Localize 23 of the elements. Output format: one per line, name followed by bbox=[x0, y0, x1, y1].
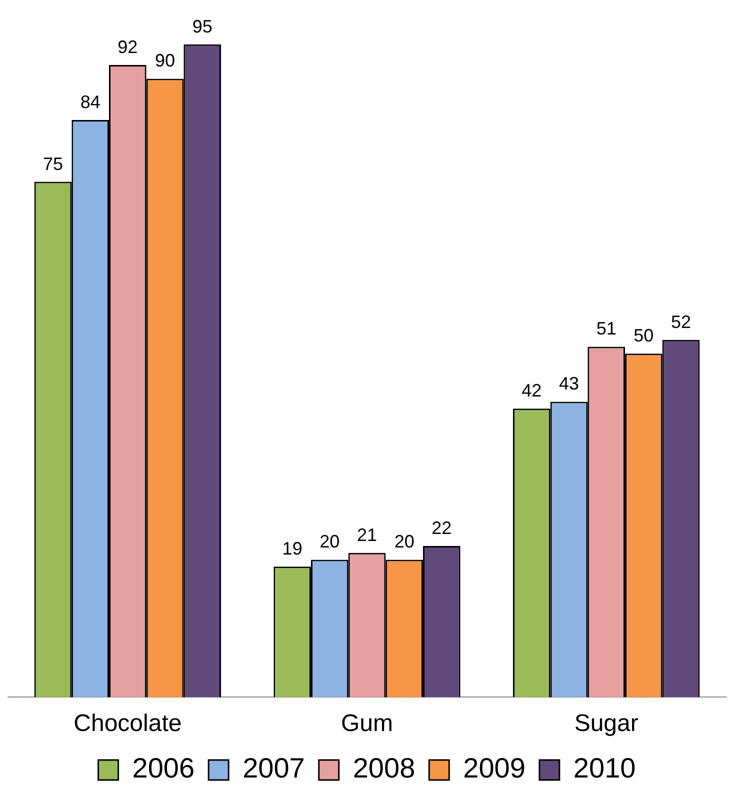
data-label: 75 bbox=[42, 154, 64, 174]
legend-label: 2006 bbox=[132, 752, 195, 784]
legend-label: 2007 bbox=[242, 752, 305, 784]
x-tick-label: Chocolate bbox=[74, 710, 182, 738]
data-label: 92 bbox=[118, 36, 138, 57]
data-label: 21 bbox=[356, 524, 378, 545]
data-label: 42 bbox=[522, 380, 542, 401]
data-label: 22 bbox=[432, 518, 452, 538]
data-label: 20 bbox=[320, 532, 340, 552]
data-label: 52 bbox=[670, 312, 692, 332]
data-label: 51 bbox=[596, 318, 616, 339]
data-label: 19 bbox=[282, 538, 302, 559]
data-label: 43 bbox=[558, 374, 580, 394]
legend-label: 2009 bbox=[463, 752, 526, 784]
data-label: 95 bbox=[192, 16, 212, 36]
data-label: 20 bbox=[394, 532, 414, 552]
data-label: 90 bbox=[154, 50, 176, 71]
x-tick-label: Sugar bbox=[574, 710, 638, 738]
x-tick-label: Gum bbox=[340, 710, 394, 738]
data-label: 50 bbox=[634, 326, 654, 346]
legend-label: 2010 bbox=[573, 752, 636, 784]
legend-label: 2008 bbox=[352, 752, 416, 784]
data-label: 84 bbox=[80, 92, 100, 112]
